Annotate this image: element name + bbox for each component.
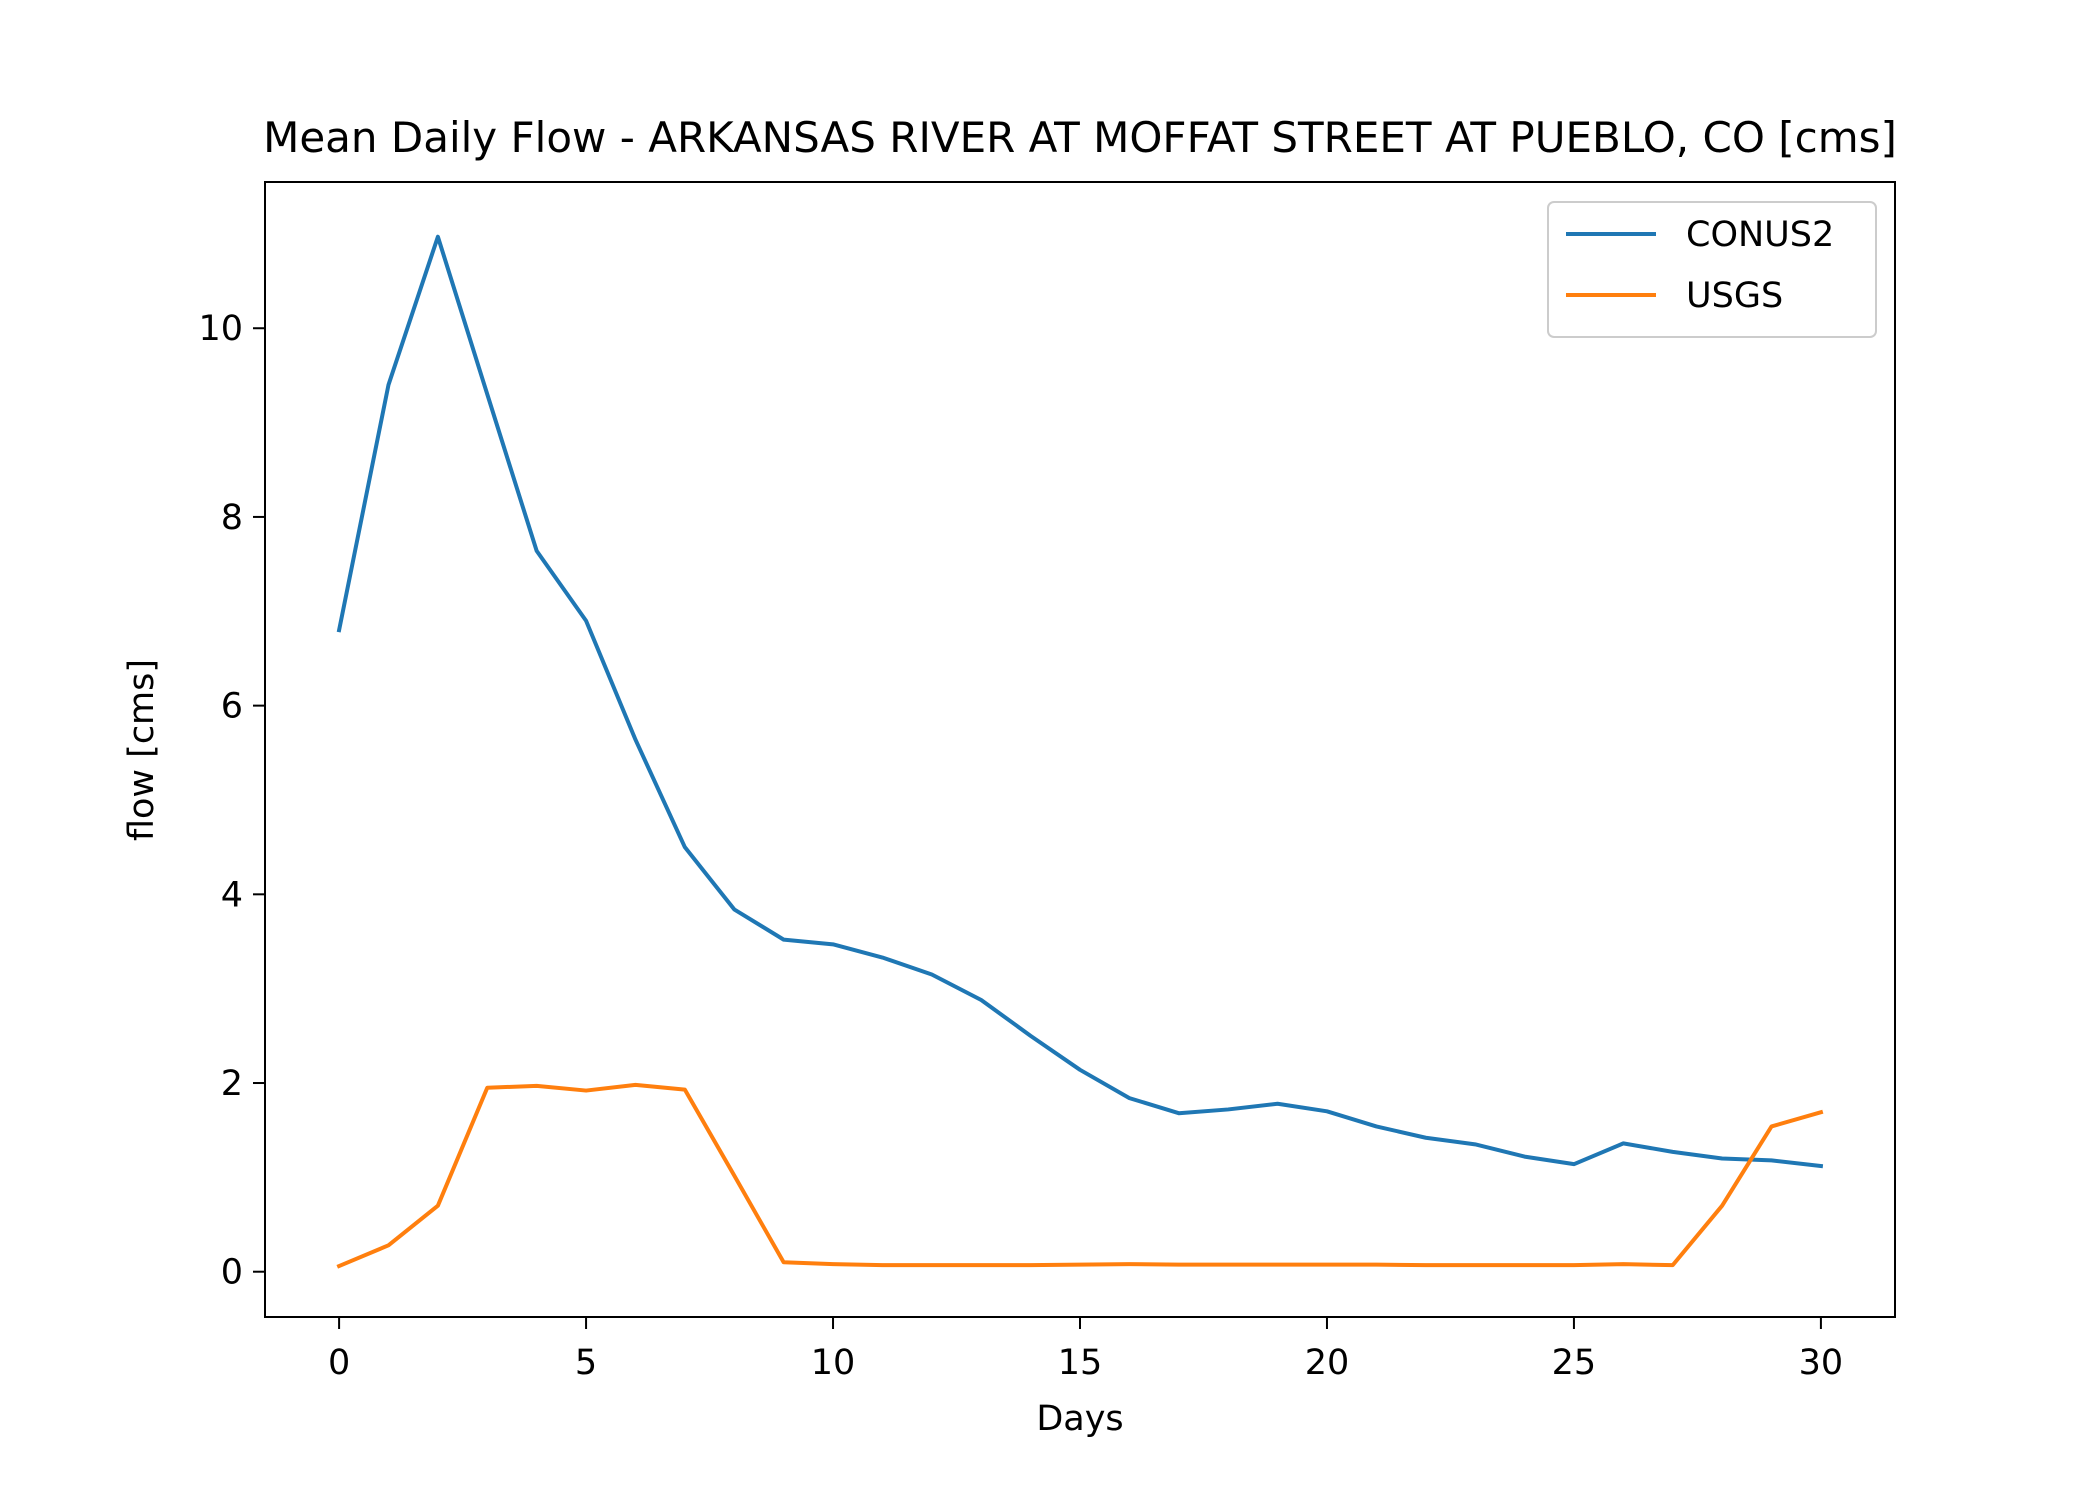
series-layer	[336, 234, 1824, 1269]
x-tick-label: 0	[328, 1343, 350, 1383]
y-tick-label: 8	[221, 498, 243, 538]
x-axis-label: Days	[1036, 1399, 1123, 1439]
legend-label-usgs: USGS	[1686, 276, 1783, 316]
legend-label-conus2: CONUS2	[1686, 215, 1834, 255]
legend: CONUS2 USGS	[1547, 201, 1877, 338]
x-axis: 0 5 10 15 20 25 30	[328, 1317, 1843, 1383]
x-tick-label: 10	[811, 1343, 856, 1383]
chart-title: Mean Daily Flow - ARKANSAS RIVER AT MOFF…	[263, 113, 1897, 162]
x-tick-label: 5	[575, 1343, 597, 1383]
y-tick-label: 2	[221, 1064, 243, 1104]
x-tick-label: 15	[1058, 1343, 1103, 1383]
x-tick-label: 25	[1552, 1343, 1597, 1383]
x-tick-label: 20	[1305, 1343, 1350, 1383]
legend-items: CONUS2 USGS	[1566, 215, 1834, 316]
y-tick-label: 0	[221, 1253, 243, 1293]
y-tick-label: 6	[221, 687, 243, 727]
y-tick-label: 4	[221, 875, 243, 915]
y-axis-label: flow [cms]	[122, 659, 162, 841]
series-line-conus2	[336, 234, 1824, 1169]
y-axis: 0 2 4 6 8 10	[198, 309, 265, 1293]
y-tick-label: 10	[198, 309, 243, 349]
series-line-usgs	[336, 1082, 1824, 1269]
x-tick-label: 30	[1799, 1343, 1844, 1383]
